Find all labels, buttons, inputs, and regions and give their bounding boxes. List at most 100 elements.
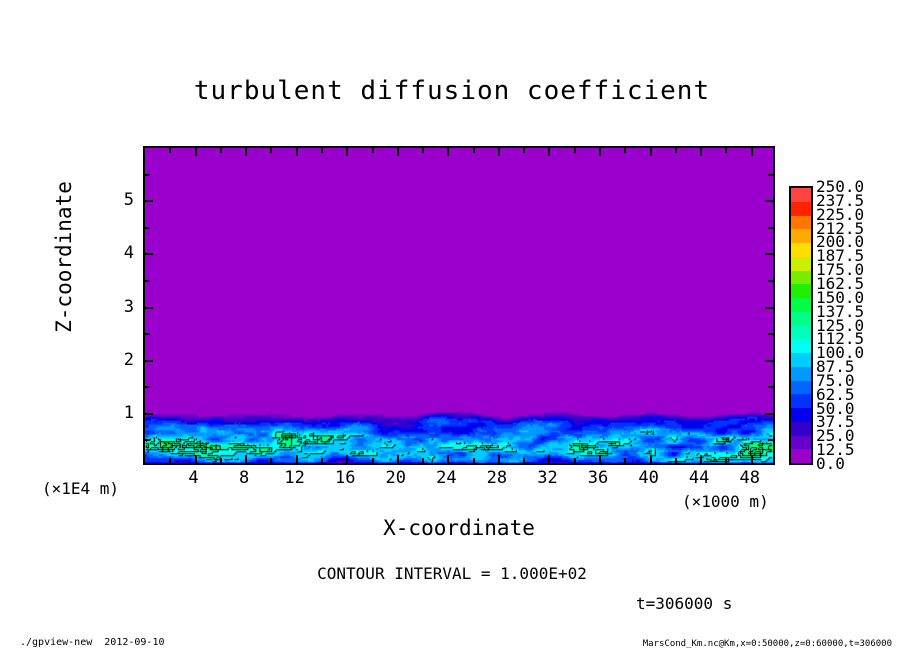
colorbar-tick-label: 175.0 [816,260,865,280]
axis-tick [548,455,551,463]
colorbar-tick-label: 0.0 [816,454,845,473]
colorbar-tick-label: 137.5 [816,301,865,321]
x-tick-label: 8 [238,468,250,488]
x-tick-label: 36 [587,468,609,488]
colorbar-tick-label: 112.5 [816,329,865,349]
axis-tick [765,253,773,256]
colorbar-band [791,394,811,408]
x-tick-label: 4 [188,468,199,488]
colorbar-tick-label: 187.5 [816,246,865,266]
plot-area [143,146,775,465]
colorbar-band [791,325,811,340]
x-tick-label: 20 [385,468,407,488]
y-tick-label: 5 [123,190,134,211]
axis-tick [422,148,425,153]
x-tick-label: 44 [688,468,710,488]
axis-tick [145,226,150,229]
axis-tick [145,386,150,389]
colorbar-band [791,284,811,298]
axis-tick [145,306,153,309]
axis-tick [649,148,652,156]
axis-tick [674,458,677,463]
footer-command-label: ./gpview-new 2012-09-10 [20,637,165,648]
y-tick-label: 2 [123,349,134,370]
axis-tick [169,148,172,153]
heatmap-canvas [145,148,773,463]
axis-tick [624,148,627,153]
axis-tick [295,148,298,156]
axis-tick [497,455,500,463]
colorbar-labels: 250.0 237.5 225.0 212.5 200.0 187.5 175.0 162.5… [816,179,900,472]
axis-tick [320,148,323,153]
axis-tick [765,306,773,309]
axis-tick [295,455,298,463]
colorbar-tick-label: 250.0 [816,177,865,196]
axis-tick [523,148,526,153]
axis-tick [219,148,222,153]
x-tick-label: 24 [436,468,457,488]
x-tick-label: 32 [537,468,558,488]
axis-tick [725,458,728,463]
colorbar-band [791,421,811,436]
colorbar-tick-label: 150.0 [816,287,865,307]
colorbar-band [791,449,811,463]
colorbar-tick-label: 162.5 [816,273,865,293]
axis-tick [270,148,273,153]
axis-tick [497,148,500,156]
y-tick-label: 3 [123,296,134,317]
colorbar-tick-label: 225.0 [816,204,865,224]
axis-tick [768,439,773,442]
y-axis-unit-label: (×1E4 m) [42,479,120,498]
axis-tick [750,148,753,156]
colorbar-band [791,243,811,257]
colorbar-band [791,229,811,243]
axis-tick [472,458,475,463]
colorbar-tick-label: 50.0 [816,398,855,418]
colorbar-band [791,366,811,381]
y-tick-label: 1 [123,402,134,423]
axis-tick [145,359,153,362]
axis-tick [396,455,399,463]
colorbar-tick-label: 25.0 [816,426,855,446]
axis-tick [145,279,150,282]
colorbar-tick-label: 87.5 [816,357,855,377]
axis-tick [649,455,652,463]
axis-tick [320,458,323,463]
axis-tick [169,458,172,463]
axis-tick [145,173,150,176]
colorbar-band [791,408,811,422]
axis-tick [768,333,773,336]
axis-tick [371,148,374,153]
colorbar-band [791,380,811,395]
axis-tick [750,455,753,463]
colorbar-tick-label: 125.0 [816,315,865,335]
axis-tick [219,458,222,463]
axis-tick [245,148,248,156]
axis-tick [194,148,197,156]
x-axis-title: X-coordinate [383,516,535,540]
axis-tick [765,412,773,415]
colorbar-band [791,311,811,326]
axis-tick [599,148,602,156]
x-tick-label: 12 [284,468,305,488]
colorbar-tick-label: 212.5 [816,218,865,238]
y-tick-label: 4 [123,243,134,264]
axis-tick [371,458,374,463]
axis-tick [145,412,153,415]
colorbar-band [791,215,811,230]
colorbar-tick-label: 37.5 [816,412,855,432]
axis-tick [765,359,773,362]
axis-tick [245,455,248,463]
axis-tick [599,455,602,463]
x-tick-label: 40 [638,468,659,488]
axis-tick [725,148,728,153]
colorbar [789,186,813,465]
axis-tick [573,148,576,153]
colorbar-band [791,339,811,353]
colorbar-band [791,256,811,271]
axis-tick [145,439,150,442]
colorbar-band [791,353,811,367]
axis-tick [523,458,526,463]
colorbar-band [791,201,811,216]
footer-source-label: MarsCond_Km.nc@Km,x=0:50000,z=0:60000,t=… [642,639,892,649]
